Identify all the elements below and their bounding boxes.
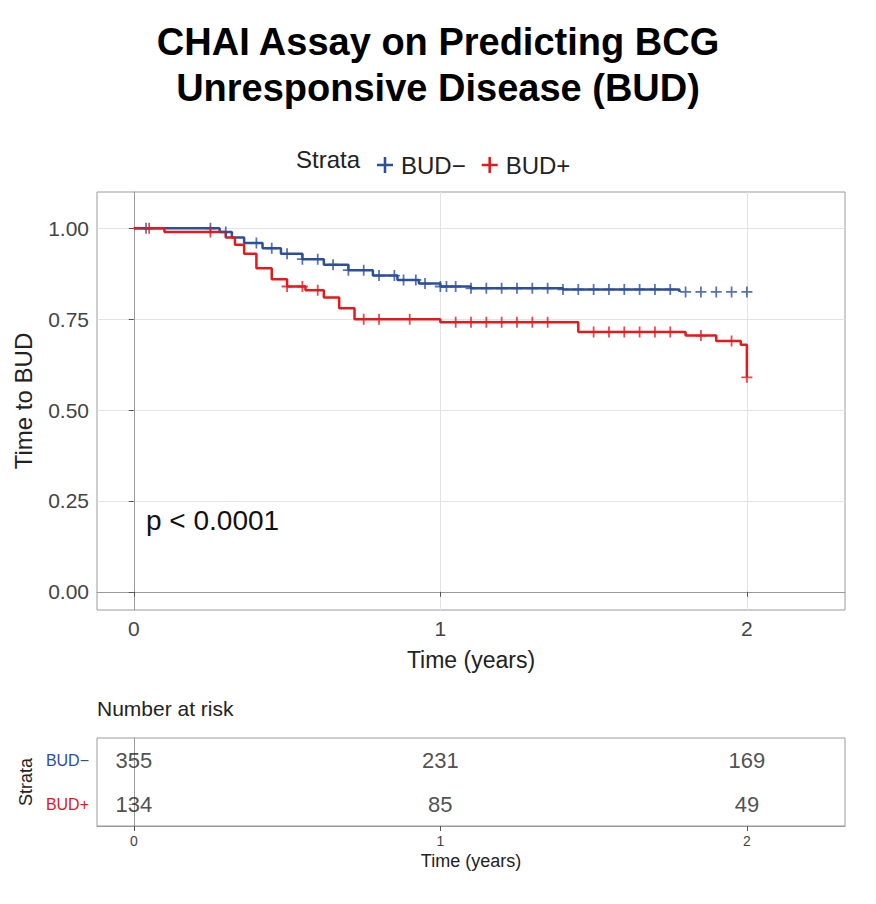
svg-text:85: 85 xyxy=(428,792,452,817)
svg-text:BUD+: BUD+ xyxy=(46,796,89,813)
svg-text:1: 1 xyxy=(436,833,444,849)
svg-text:1.00: 1.00 xyxy=(48,217,89,240)
svg-text:BUD−: BUD− xyxy=(46,752,89,769)
svg-text:BUD+: BUD+ xyxy=(506,152,571,179)
svg-text:0.25: 0.25 xyxy=(48,489,89,512)
svg-text:2: 2 xyxy=(743,833,751,849)
svg-text:169: 169 xyxy=(729,748,766,773)
svg-text:0.50: 0.50 xyxy=(48,399,89,422)
svg-text:49: 49 xyxy=(735,792,759,817)
svg-text:0.00: 0.00 xyxy=(48,580,89,603)
svg-text:p < 0.0001: p < 0.0001 xyxy=(146,505,279,536)
svg-text:355: 355 xyxy=(115,748,152,773)
svg-text:231: 231 xyxy=(422,748,459,773)
svg-text:0.75: 0.75 xyxy=(48,308,89,331)
svg-text:Strata: Strata xyxy=(296,146,361,173)
svg-text:Time (years): Time (years) xyxy=(421,851,521,871)
svg-text:BUD−: BUD− xyxy=(401,152,466,179)
svg-text:Strata: Strata xyxy=(16,757,36,806)
svg-text:0: 0 xyxy=(130,833,138,849)
svg-text:134: 134 xyxy=(115,792,152,817)
svg-text:2: 2 xyxy=(741,617,753,640)
svg-text:0: 0 xyxy=(128,617,140,640)
svg-text:Unresponsive Disease (BUD): Unresponsive Disease (BUD) xyxy=(176,67,700,109)
svg-text:CHAI Assay on Predicting BCG: CHAI Assay on Predicting BCG xyxy=(157,21,719,63)
svg-text:Number at risk: Number at risk xyxy=(97,697,234,720)
svg-text:Time (years): Time (years) xyxy=(407,647,535,673)
svg-text:1: 1 xyxy=(435,617,447,640)
svg-text:Time to BUD: Time to BUD xyxy=(10,333,37,469)
